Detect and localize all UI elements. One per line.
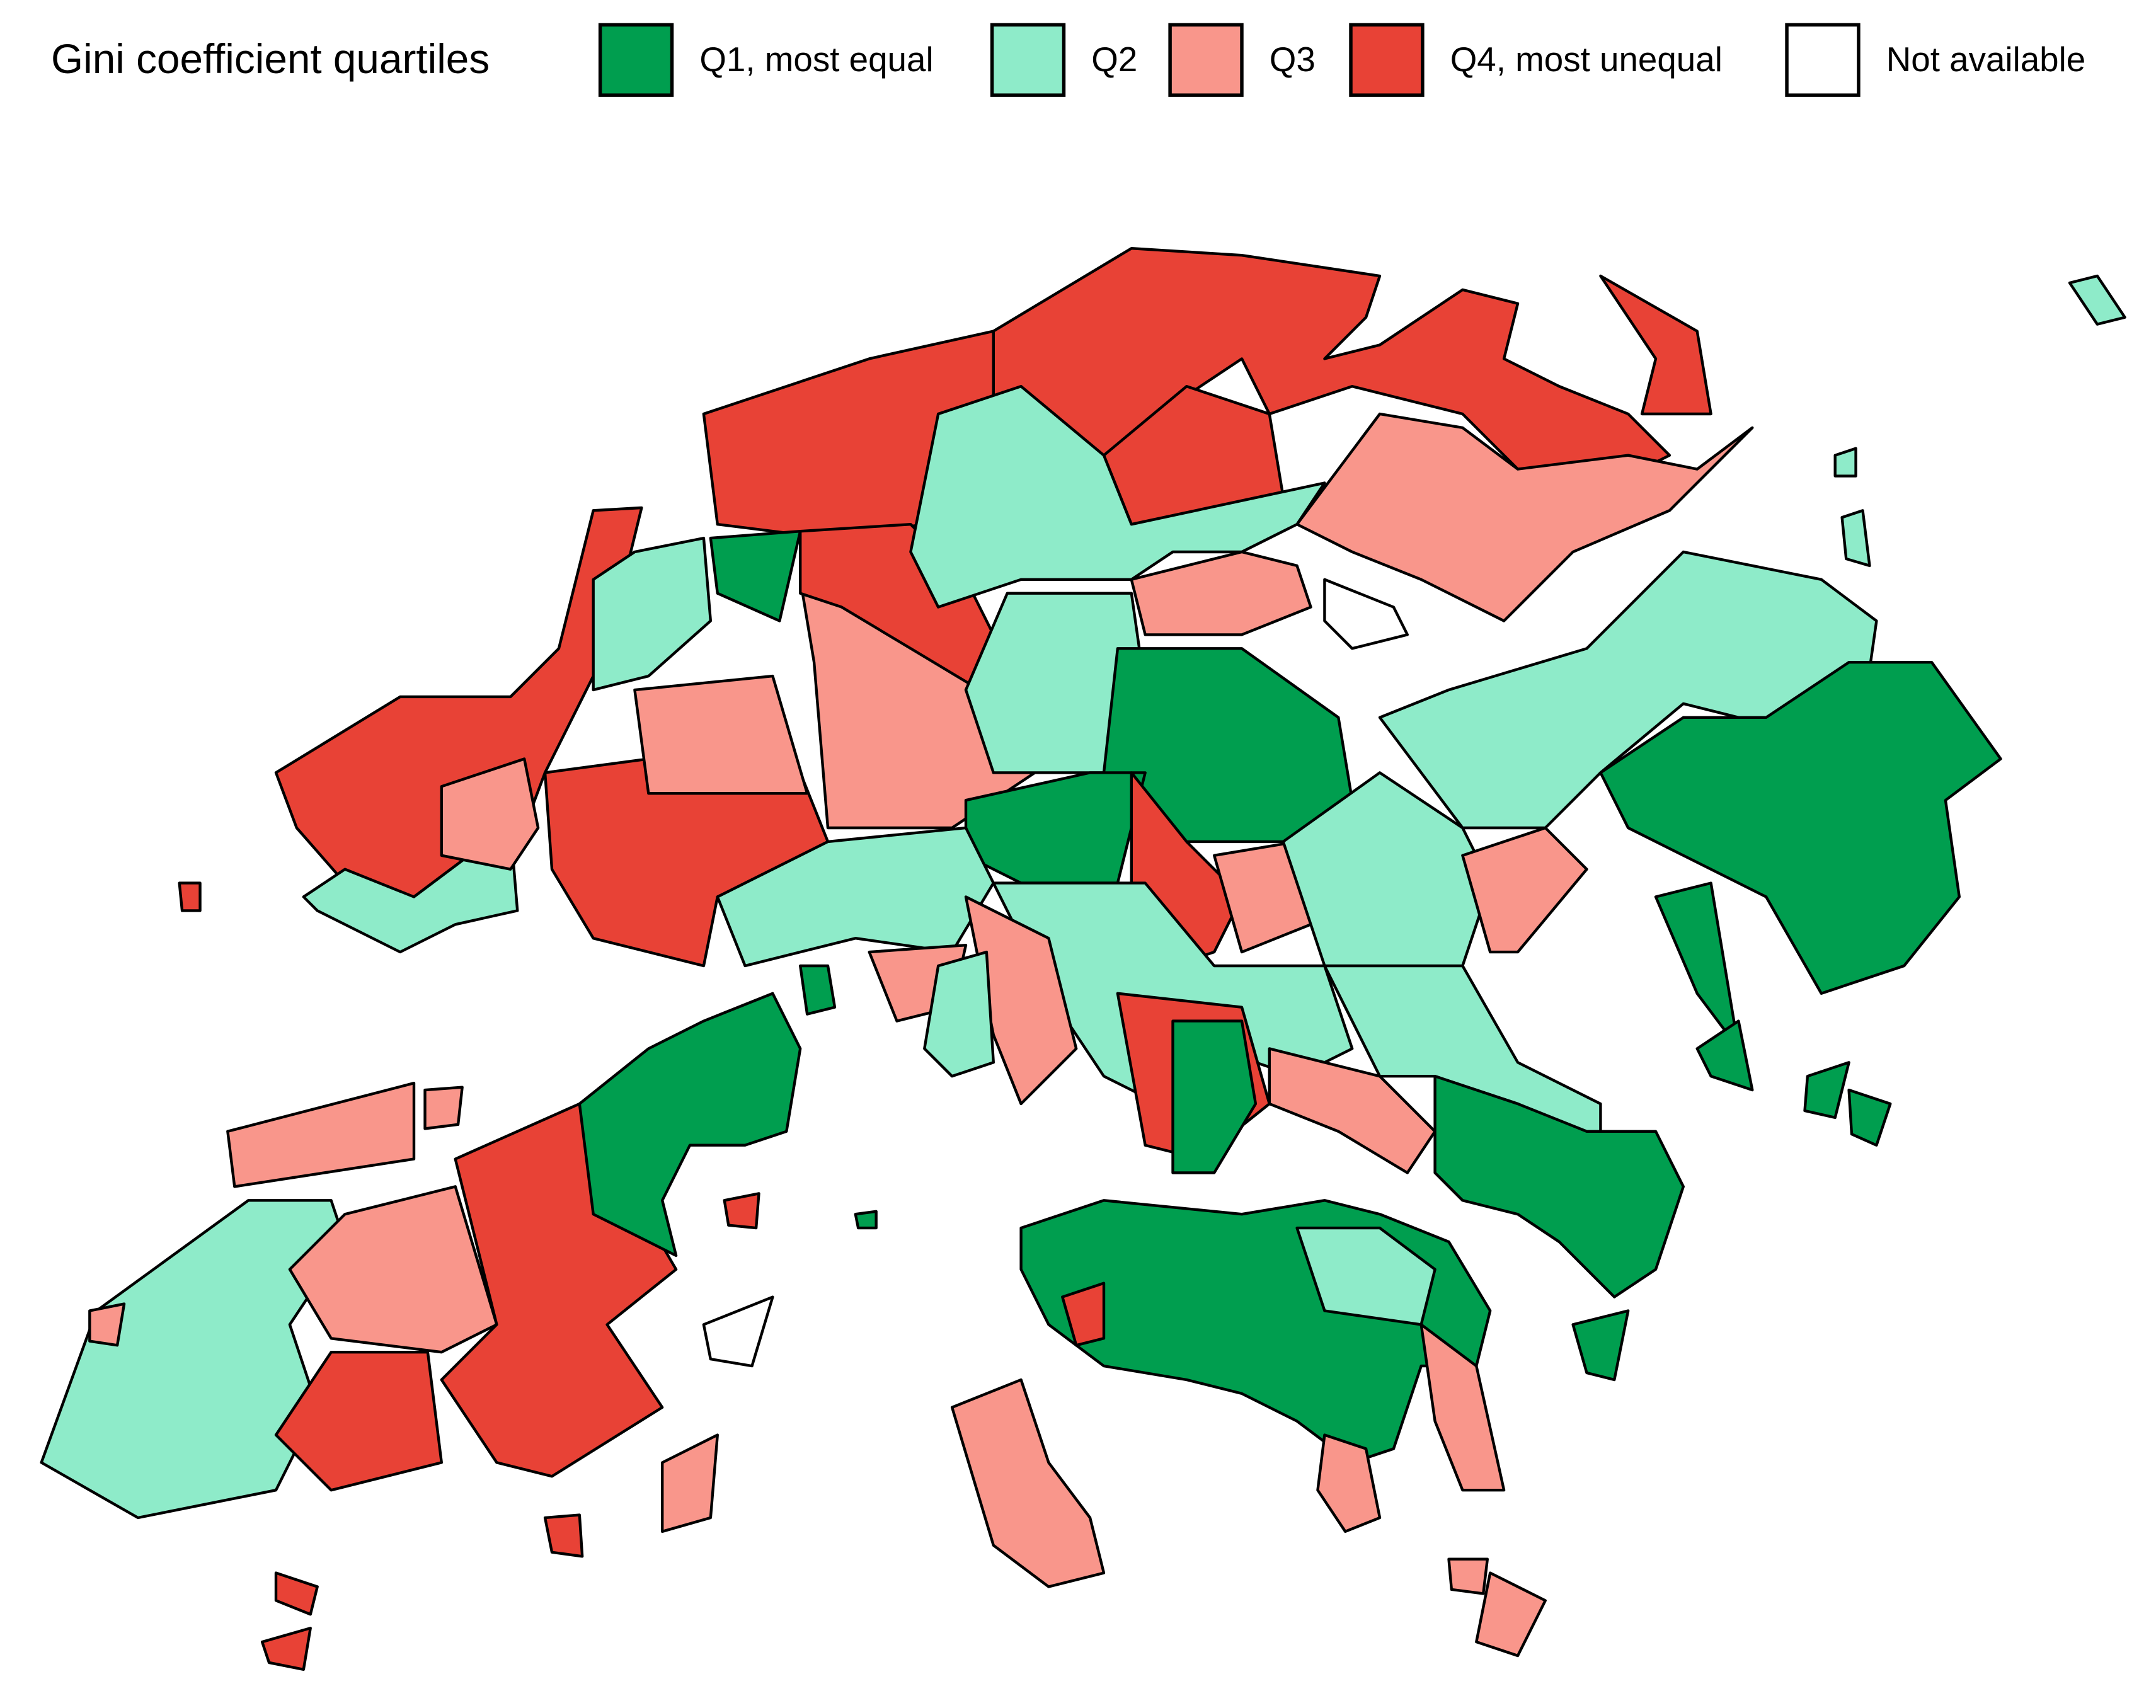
district <box>1461 826 1588 954</box>
district <box>661 1433 719 1533</box>
legend-label: Q3 <box>1270 40 1316 79</box>
district <box>1803 1061 1850 1120</box>
district <box>1599 661 2002 995</box>
district <box>923 950 995 1078</box>
district <box>1447 1557 1489 1595</box>
district <box>1475 1571 1547 1658</box>
district <box>1295 1226 1436 1326</box>
district <box>1695 1019 1754 1092</box>
district <box>1599 274 1712 416</box>
district <box>178 881 202 912</box>
district <box>260 1627 312 1671</box>
legend-swatch <box>990 23 1066 97</box>
district <box>274 1571 319 1616</box>
district <box>702 1295 774 1368</box>
district <box>1171 1019 1258 1174</box>
district <box>440 757 540 871</box>
district <box>1833 447 1857 478</box>
district <box>799 964 837 1016</box>
district <box>950 1378 1106 1588</box>
district <box>592 536 713 692</box>
district <box>578 992 802 1258</box>
legend-label: Q4, most unequal <box>1450 40 1723 79</box>
district <box>1316 1433 1382 1533</box>
district <box>2068 274 2126 326</box>
district <box>709 529 802 622</box>
map-content: Gini coefficient quartiles Q1, most equa… <box>40 23 2126 1671</box>
district <box>1295 412 1754 622</box>
district <box>302 826 519 954</box>
district <box>1433 1075 1685 1298</box>
district <box>1847 1088 1892 1147</box>
district <box>1840 509 1871 568</box>
district <box>1654 881 1740 1050</box>
legend-label: Not available <box>1886 40 2086 79</box>
district <box>226 1081 416 1188</box>
legend-swatch <box>598 23 674 97</box>
district <box>423 1086 464 1130</box>
legend-swatch <box>1168 23 1244 97</box>
legend-title: Gini coefficient quartiles <box>51 36 490 82</box>
district <box>274 1351 443 1492</box>
district <box>1061 1281 1106 1347</box>
district <box>1323 578 1409 650</box>
legend-label: Q1, most equal <box>699 40 933 79</box>
district <box>1130 550 1312 636</box>
legend-label: Q2 <box>1091 40 1137 79</box>
district <box>723 1192 760 1230</box>
map-regions <box>40 247 2126 1671</box>
district <box>1571 1309 1630 1382</box>
legend-swatch <box>1785 23 1861 97</box>
legend-swatch <box>1349 23 1425 97</box>
district <box>88 1302 126 1347</box>
legend: Q1, most equal Q2 Q3 Q4, most unequal Not av… <box>598 23 2086 97</box>
district <box>633 674 809 795</box>
district <box>1419 1323 1506 1492</box>
district <box>854 1210 878 1230</box>
district <box>543 1513 584 1558</box>
